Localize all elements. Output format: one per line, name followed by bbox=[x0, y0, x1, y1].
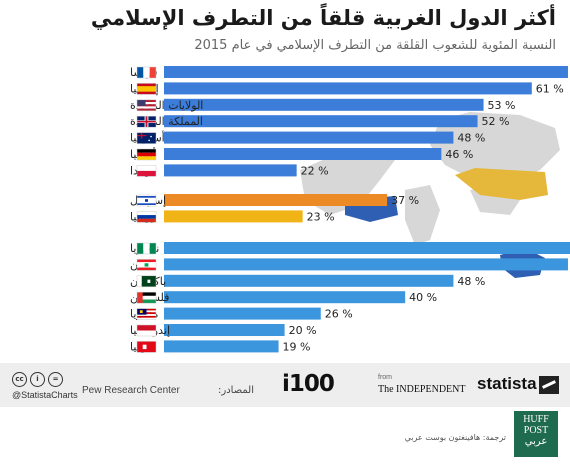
map-eurasia bbox=[430, 112, 560, 182]
uk-flag-icon bbox=[136, 115, 157, 128]
bar-value-label: 53 % bbox=[488, 99, 516, 112]
bar-value-label: 48 % bbox=[457, 275, 485, 288]
france-flag-icon bbox=[136, 66, 157, 79]
bar bbox=[164, 258, 568, 271]
nigeria-flag-icon bbox=[136, 242, 157, 255]
translation-credit: ترجمة: هافينغتون بوست عربي bbox=[404, 433, 506, 442]
spain-flag-icon bbox=[136, 83, 157, 95]
israel-flag-icon bbox=[136, 194, 157, 207]
statista-logo: statista bbox=[477, 374, 537, 393]
world-map-background bbox=[300, 112, 560, 278]
license-icons: cc i = bbox=[12, 372, 63, 387]
statista-handle: @StatistaCharts bbox=[12, 390, 78, 400]
malaysia-flag-icon bbox=[136, 308, 157, 320]
pakistan-flag-icon bbox=[136, 275, 157, 288]
independent-logo: The INDEPENDENT bbox=[378, 384, 466, 395]
turkey-flag-icon bbox=[136, 341, 157, 353]
bar bbox=[164, 82, 532, 95]
bar-value-label: 19 % bbox=[283, 340, 311, 353]
bar bbox=[164, 291, 406, 304]
bar-value-label: 23 % bbox=[307, 210, 335, 223]
usa-flag-icon bbox=[136, 99, 157, 112]
bar-rows: 67 %فرنسا61 %إسبانيا53 %الولايات المتحدة… bbox=[130, 66, 570, 353]
russia-flag-icon bbox=[136, 211, 157, 223]
map-africa bbox=[405, 185, 440, 245]
bar-value-label: 26 % bbox=[325, 308, 353, 321]
australia-flag-icon bbox=[136, 132, 157, 144]
bar bbox=[164, 115, 478, 128]
palestine-flag-icon bbox=[136, 291, 157, 304]
bar bbox=[164, 324, 285, 336]
statista-logo-icon bbox=[539, 376, 559, 394]
bar-value-label: 22 % bbox=[301, 164, 329, 177]
attribution-icon: i bbox=[30, 372, 45, 387]
lebanon-flag-icon bbox=[136, 259, 157, 271]
huffpost-line3: عربي bbox=[524, 436, 548, 447]
i100-logo: i100 bbox=[282, 371, 335, 397]
huffpost-logo: HUFF POST عربي bbox=[514, 411, 558, 457]
bar-value-label: 20 % bbox=[289, 324, 317, 337]
bar-value-label: 40 % bbox=[409, 291, 437, 304]
bar bbox=[164, 148, 442, 160]
huffpost-line2: POST bbox=[523, 425, 549, 436]
bar bbox=[164, 274, 454, 287]
chart-subtitle: النسبة المئوية للشعوب القلقة من التطرف ا… bbox=[194, 38, 556, 53]
bar bbox=[164, 340, 279, 353]
bar bbox=[164, 210, 303, 223]
bar bbox=[164, 98, 484, 111]
bar-value-label: 46 % bbox=[445, 148, 473, 161]
bar bbox=[164, 66, 568, 78]
bar bbox=[164, 242, 570, 254]
source-text: Pew Research Center bbox=[82, 385, 180, 396]
bar bbox=[164, 164, 297, 177]
bar bbox=[164, 307, 321, 320]
bar-value-label: 37 % bbox=[391, 194, 419, 207]
bar bbox=[164, 131, 454, 144]
bar bbox=[164, 194, 388, 206]
bar-value-label: 61 % bbox=[536, 82, 564, 95]
indonesia-flag-icon bbox=[136, 324, 157, 337]
map-russia bbox=[455, 168, 548, 200]
cc-icon: cc bbox=[12, 372, 27, 387]
bar-chart: 67 %فرنسا61 %إسبانيا53 %الولايات المتحدة… bbox=[130, 66, 570, 353]
chart-title: أكثر الدول الغربية قلقاً من التطرف الإسل… bbox=[90, 6, 556, 30]
bar-value-label: 52 % bbox=[482, 115, 510, 128]
poland-flag-icon bbox=[136, 165, 157, 177]
footer-bar: cc i = @StatistaCharts Pew Research Cent… bbox=[0, 363, 570, 407]
huffpost-line1: HUFF bbox=[523, 414, 549, 425]
source-label: المصادر: bbox=[218, 385, 254, 396]
from-label: from bbox=[378, 374, 392, 381]
no-derivatives-icon: = bbox=[48, 372, 63, 387]
germany-flag-icon bbox=[136, 148, 157, 161]
bar-value-label: 48 % bbox=[457, 132, 485, 145]
